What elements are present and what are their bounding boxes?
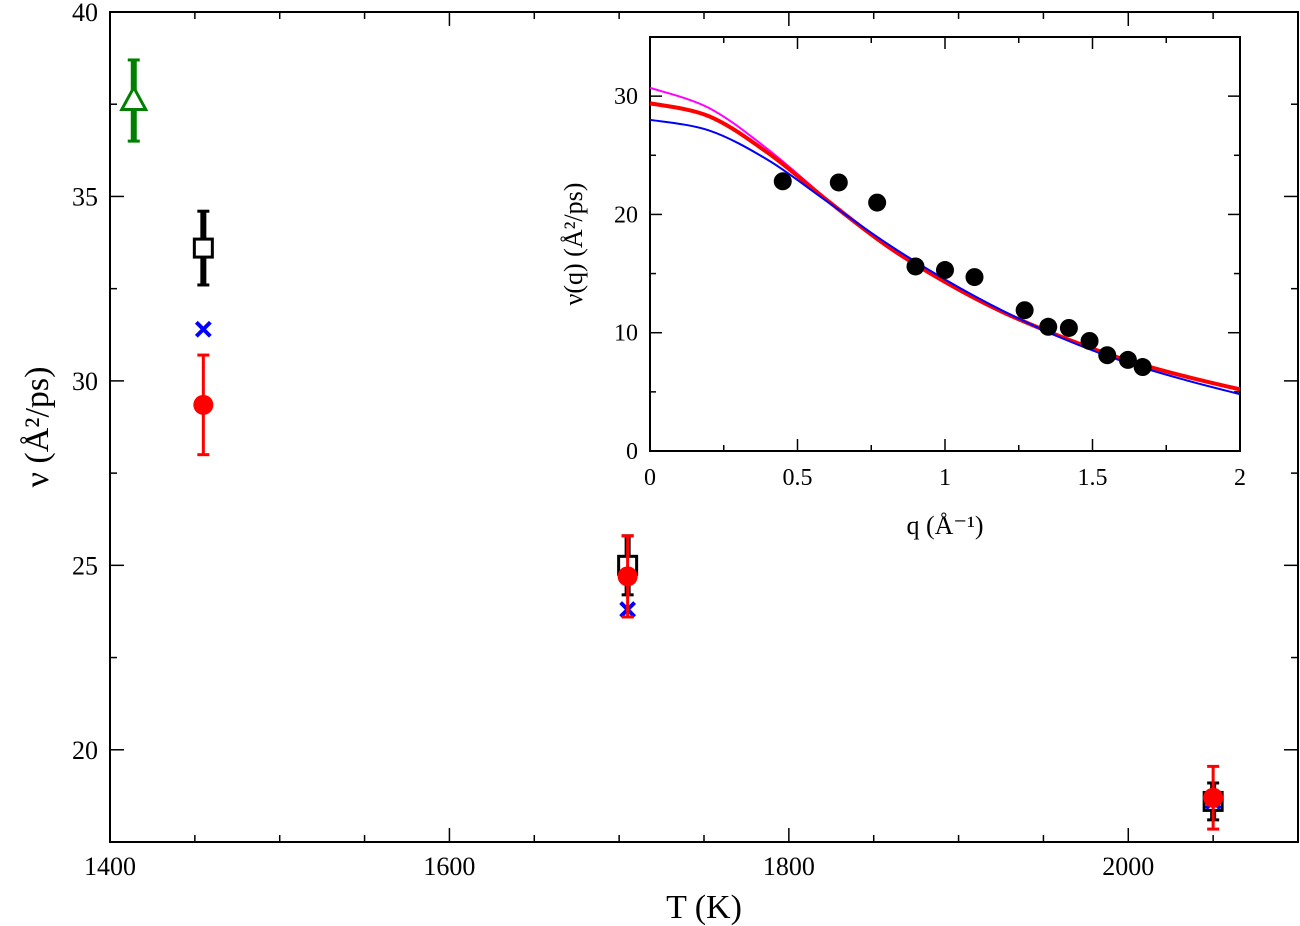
inset-data-point: [1059, 318, 1078, 337]
main-x-axis-label: T (K): [666, 889, 742, 926]
main-data-marks: [119, 58, 1224, 831]
inset-y-tick-label: 0: [626, 439, 638, 465]
x-tick-label: 1600: [423, 852, 475, 881]
y-tick-label: 25: [72, 551, 98, 580]
inset-y-tick-label: 20: [614, 202, 638, 228]
square-marker: [192, 237, 214, 259]
inset-y-tick-label: 30: [614, 84, 638, 110]
cross-marker: [194, 320, 212, 338]
inset-data-point: [936, 261, 954, 280]
inset-data-point: [965, 268, 984, 287]
circle-marker: [1203, 787, 1224, 808]
x-tick-label: 1400: [84, 852, 136, 881]
triangle-marker: [119, 84, 149, 112]
inset-data-point: [1118, 350, 1137, 369]
inset-data-point: [1015, 301, 1034, 320]
inset-x-tick-label: 2: [1234, 465, 1246, 491]
y-tick-label: 40: [72, 0, 98, 27]
inset-data-point: [868, 193, 887, 212]
inset-data-point: [1133, 358, 1152, 377]
inset-data-point: [1039, 317, 1058, 336]
inset-data-point: [773, 172, 792, 191]
inset-plot-frame: [649, 36, 1241, 452]
inset-x-tick-label: 1: [939, 465, 951, 491]
inset-y-tick-label: 10: [614, 321, 638, 347]
inset-y-axis-label: ν(q) (Å²/ps): [559, 183, 588, 306]
inset-data-point: [906, 257, 925, 276]
main-y-axis-label: ν (Å²/ps): [19, 367, 56, 488]
inset-data-point: [1098, 346, 1117, 365]
y-tick-label: 30: [72, 367, 98, 396]
x-tick-label: 2000: [1102, 852, 1154, 881]
inset-x-tick-label: 1.5: [1078, 465, 1108, 491]
inset-data-points: [773, 172, 1152, 377]
inset-x-tick-label: 0.5: [783, 465, 813, 491]
circle-marker: [617, 566, 638, 587]
inset-data-point: [1080, 331, 1099, 350]
circle-marker: [193, 394, 214, 415]
inset-x-tick-label: 0: [644, 465, 656, 491]
inset-data-point: [829, 173, 848, 192]
inset-x-axis-label: q (Å⁻¹): [906, 511, 983, 540]
x-tick-label: 1800: [763, 852, 815, 881]
y-tick-label: 20: [72, 736, 98, 765]
y-tick-label: 35: [72, 182, 98, 211]
